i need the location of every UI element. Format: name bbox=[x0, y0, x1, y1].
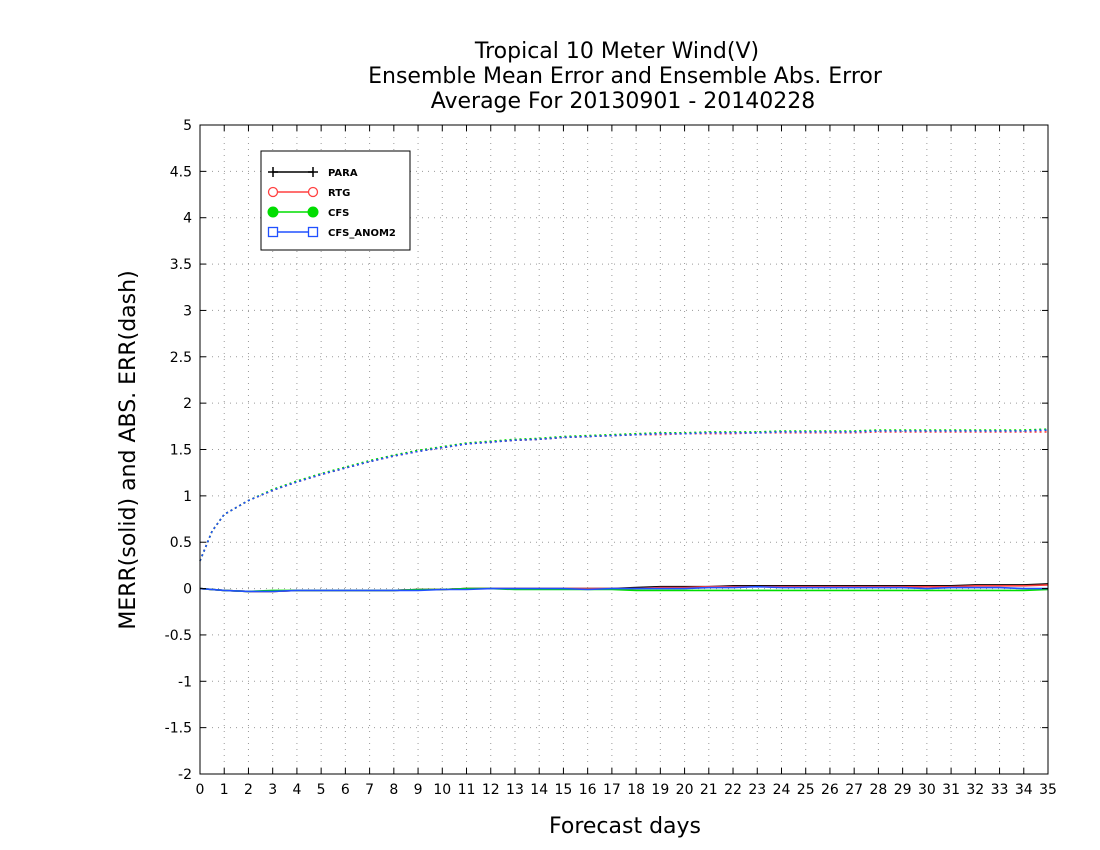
x-tick-label: 19 bbox=[651, 782, 669, 798]
legend-box bbox=[260, 150, 411, 251]
legend-item-rtg: RTG bbox=[267, 186, 350, 199]
x-tick-label: 35 bbox=[1039, 782, 1057, 798]
x-axis-ticks: 0 1 2 3 4 5 6 7 8 9 10 11 12 13 14 15 16 17 18 19 20 21 22 23 24… bbox=[196, 125, 1057, 798]
x-tick-label: 32 bbox=[966, 782, 984, 798]
x-tick-label: 15 bbox=[555, 782, 573, 798]
mean-error-lines bbox=[199, 583, 1049, 593]
legend-label: RTG bbox=[328, 188, 350, 199]
series-cfs-anom2-merr-line bbox=[199, 585, 1048, 593]
y-tick-label: 4.5 bbox=[170, 164, 192, 180]
x-tick-label: 2 bbox=[244, 782, 253, 798]
legend-label: PARA bbox=[328, 168, 358, 179]
legend-marker-open-square bbox=[307, 226, 319, 238]
x-tick-label: 1 bbox=[220, 782, 229, 798]
y-tick-label: 2.5 bbox=[170, 350, 192, 366]
chart-title-line-2: Ensemble Mean Error and Ensemble Abs. Er… bbox=[368, 64, 883, 89]
y-tick-label: 3 bbox=[183, 303, 192, 319]
x-tick-label: 0 bbox=[196, 782, 205, 798]
legend-marker-filled-circle bbox=[307, 206, 319, 218]
x-tick-label: 9 bbox=[414, 782, 423, 798]
x-tick-label: 34 bbox=[1015, 782, 1033, 798]
y-tick-label: -2 bbox=[178, 767, 192, 783]
x-axis-title: Forecast days bbox=[549, 814, 701, 839]
x-tick-label: 29 bbox=[894, 782, 912, 798]
y-axis-title: MERR(solid) and ABS. ERR(dash) bbox=[116, 270, 141, 629]
y-tick-label: -0.5 bbox=[165, 628, 192, 644]
x-tick-label: 12 bbox=[482, 782, 500, 798]
legend-label: CFS bbox=[328, 208, 349, 219]
x-tick-label: 33 bbox=[991, 782, 1009, 798]
y-tick-label: -1 bbox=[178, 674, 192, 690]
legend-marker-open-circle bbox=[267, 186, 279, 198]
legend-item-cfs: CFS bbox=[267, 206, 349, 219]
x-tick-label: 3 bbox=[268, 782, 277, 798]
legend-marker-open-square bbox=[267, 226, 279, 238]
x-tick-label: 6 bbox=[341, 782, 350, 798]
x-tick-label: 14 bbox=[530, 782, 548, 798]
x-tick-label: 26 bbox=[821, 782, 839, 798]
x-tick-label: 17 bbox=[603, 782, 621, 798]
x-tick-label: 22 bbox=[724, 782, 742, 798]
chart-title: Tropical 10 Meter Wind(V) Ensemble Mean … bbox=[368, 39, 883, 114]
y-tick-label: 1.5 bbox=[170, 443, 192, 459]
legend-items: PARA RTG CFS CFS_ANOM2 bbox=[267, 167, 396, 239]
x-tick-label: 28 bbox=[869, 782, 887, 798]
abs-error-lines bbox=[199, 428, 1049, 562]
y-tick-label: 5 bbox=[183, 118, 192, 134]
legend-item-para: PARA bbox=[268, 167, 358, 179]
series-cfs-abs-err-line bbox=[199, 428, 1049, 562]
y-tick-label: 3.5 bbox=[170, 257, 192, 273]
y-axis-ticks: 5 4.5 4 3.5 3 2.5 2 1.5 1 0.5 0 -0.5 -1 -1.5 -2 bbox=[165, 118, 1048, 783]
x-tick-label: 4 bbox=[292, 782, 301, 798]
y-tick-label: 4 bbox=[183, 211, 192, 227]
y-tick-label: 0.5 bbox=[170, 535, 192, 551]
y-tick-label: 1 bbox=[183, 489, 192, 505]
x-tick-label: 27 bbox=[845, 782, 863, 798]
x-tick-label: 31 bbox=[942, 782, 960, 798]
x-tick-label: 16 bbox=[579, 782, 597, 798]
legend-item-cfs-anom2: CFS_ANOM2 bbox=[267, 226, 396, 239]
legend-marker-plus bbox=[308, 167, 318, 177]
x-tick-label: 13 bbox=[506, 782, 524, 798]
legend-label: CFS_ANOM2 bbox=[328, 228, 396, 239]
legend-marker-filled-circle bbox=[267, 206, 279, 218]
y-tick-label: 2 bbox=[183, 396, 192, 412]
y-tick-label: 0 bbox=[183, 582, 192, 598]
x-tick-label: 7 bbox=[365, 782, 374, 798]
chart-title-line-3: Average For 20130901 - 20140228 bbox=[431, 89, 816, 114]
legend-marker-open-circle bbox=[307, 186, 319, 198]
x-tick-label: 18 bbox=[627, 782, 645, 798]
x-tick-label: 5 bbox=[317, 782, 326, 798]
legend-marker-plus bbox=[268, 167, 278, 177]
x-tick-label: 10 bbox=[433, 782, 451, 798]
x-tick-label: 11 bbox=[458, 782, 476, 798]
x-tick-label: 25 bbox=[797, 782, 815, 798]
x-tick-label: 23 bbox=[748, 782, 766, 798]
x-tick-label: 8 bbox=[389, 782, 398, 798]
x-tick-label: 20 bbox=[676, 782, 694, 798]
x-tick-label: 30 bbox=[918, 782, 936, 798]
y-tick-label: -1.5 bbox=[165, 721, 192, 737]
x-tick-label: 21 bbox=[700, 782, 718, 798]
chart-title-line-1: Tropical 10 Meter Wind(V) bbox=[474, 39, 759, 64]
x-tick-label: 24 bbox=[773, 782, 791, 798]
legend: PARA RTG CFS CFS_ANOM2 bbox=[260, 150, 411, 251]
